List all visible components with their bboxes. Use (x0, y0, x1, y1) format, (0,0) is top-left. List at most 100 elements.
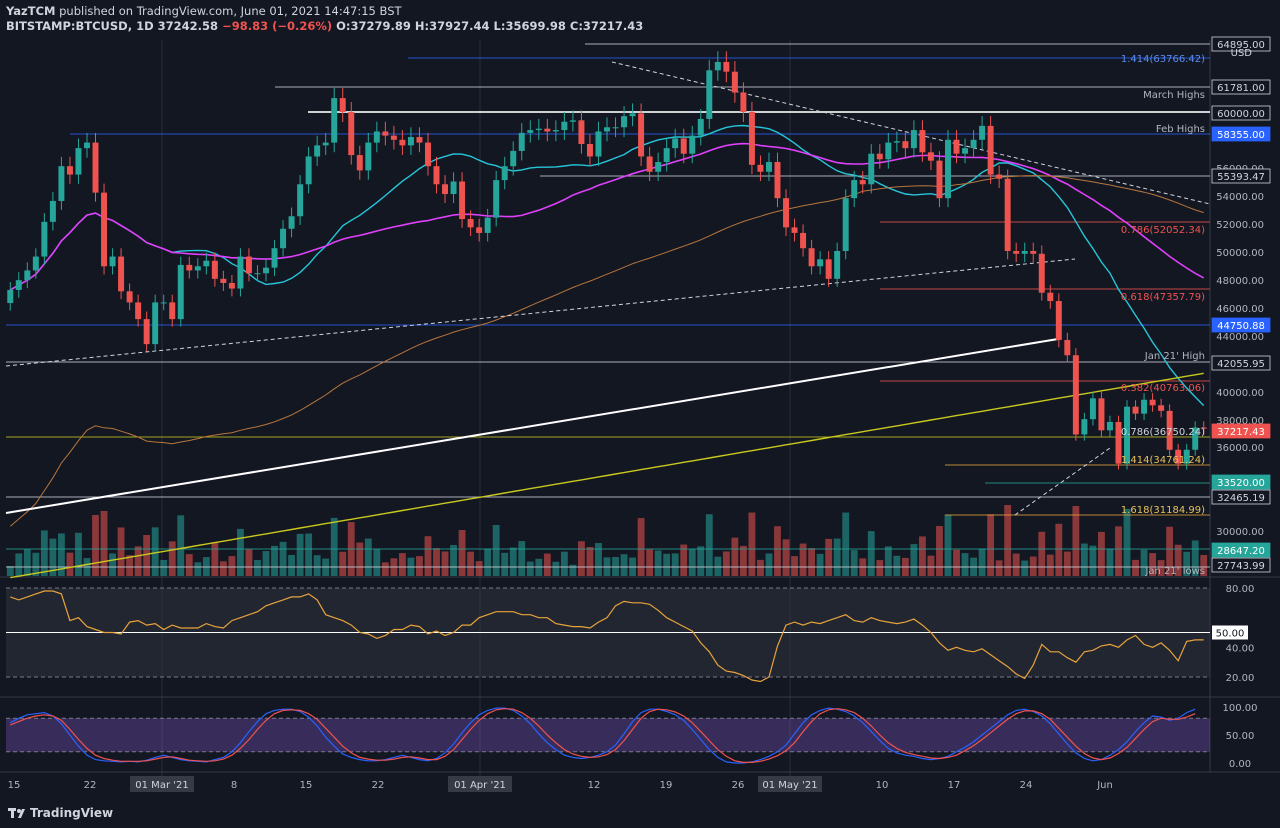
candle-body[interactable] (390, 135, 397, 140)
candle-body[interactable] (459, 181, 466, 220)
candle-body[interactable] (578, 120, 585, 144)
candle-body[interactable] (638, 113, 645, 157)
candle-body[interactable] (621, 116, 628, 128)
candle-body[interactable] (868, 153, 875, 185)
candle-body[interactable] (731, 71, 738, 93)
time-tick-label[interactable]: 15 (8, 780, 21, 791)
candle-body[interactable] (842, 198, 849, 251)
price-label[interactable]: 32465.19 (1217, 493, 1265, 504)
candle-body[interactable] (424, 142, 431, 167)
candle-body[interactable] (297, 184, 304, 217)
candle-body[interactable] (228, 282, 235, 289)
candle-body[interactable] (1124, 406, 1130, 464)
candle-body[interactable] (1098, 398, 1105, 431)
candle-body[interactable] (808, 248, 815, 267)
candle-body[interactable] (927, 152, 934, 161)
candle-body[interactable] (800, 232, 807, 249)
candle-body[interactable] (697, 118, 704, 136)
candle-body[interactable] (783, 198, 790, 228)
candle-body[interactable] (919, 130, 926, 153)
candle-body[interactable] (680, 138, 687, 154)
time-tick-label[interactable]: 17 (948, 780, 961, 791)
candle-body[interactable] (7, 289, 14, 304)
candle-body[interactable] (1055, 301, 1062, 340)
candle-body[interactable] (288, 216, 295, 229)
candle-body[interactable] (118, 256, 125, 292)
candle-body[interactable] (663, 148, 670, 163)
candle-body[interactable] (586, 143, 593, 157)
candle-body[interactable] (1081, 419, 1088, 435)
candle-body[interactable] (220, 278, 227, 283)
candle-body[interactable] (1141, 399, 1148, 414)
time-tick-label[interactable]: 22 (84, 780, 97, 791)
price-label[interactable]: 42055.95 (1217, 359, 1265, 370)
candle-body[interactable] (945, 139, 951, 199)
candle-body[interactable] (237, 256, 244, 289)
candle-body[interactable] (1038, 253, 1045, 293)
time-tick-label[interactable]: Jun (1096, 780, 1113, 791)
candle-body[interactable] (1175, 449, 1182, 464)
candle-body[interactable] (510, 150, 517, 167)
price-label[interactable]: 55393.47 (1217, 172, 1265, 183)
candle-body[interactable] (109, 256, 116, 267)
candle-body[interactable] (211, 260, 218, 279)
candle-body[interactable] (15, 280, 22, 290)
candle-body[interactable] (714, 61, 721, 71)
candle-body[interactable] (902, 141, 909, 149)
candle-body[interactable] (365, 142, 372, 171)
candle-body[interactable] (1149, 399, 1156, 406)
candle-body[interactable] (433, 166, 440, 185)
candle-body[interactable] (834, 251, 841, 279)
candle-body[interactable] (552, 130, 559, 132)
candle-body[interactable] (1072, 355, 1079, 435)
price-label[interactable]: 33520.00 (1217, 478, 1265, 489)
candle-body[interactable] (382, 131, 389, 136)
candle-body[interactable] (331, 98, 338, 143)
candle-body[interactable] (32, 256, 39, 271)
candle-body[interactable] (774, 162, 781, 199)
candle-body[interactable] (305, 156, 312, 185)
time-tick-label[interactable]: 8 (231, 780, 237, 791)
candle-body[interactable] (561, 121, 568, 131)
candle-body[interactable] (629, 113, 636, 117)
candle-body[interactable] (1183, 449, 1190, 464)
candle-body[interactable] (186, 264, 193, 271)
candle-body[interactable] (595, 131, 602, 157)
candle-body[interactable] (1089, 398, 1096, 420)
candle-body[interactable] (535, 128, 542, 131)
candle-body[interactable] (476, 227, 483, 233)
candle-body[interactable] (152, 302, 159, 345)
price-label[interactable]: 37217.43 (1217, 427, 1265, 438)
candle-body[interactable] (1030, 251, 1037, 254)
candle-body[interactable] (356, 155, 363, 171)
candle-body[interactable] (740, 92, 747, 112)
candle-body[interactable] (1004, 178, 1011, 251)
candle-body[interactable] (672, 138, 679, 149)
candle-body[interactable] (996, 174, 1003, 179)
candle-body[interactable] (979, 125, 986, 140)
candle-body[interactable] (1158, 405, 1165, 411)
candle-body[interactable] (501, 166, 508, 181)
price-axis[interactable]: 30000.00 36000.00 38000.00 40000.00 44000.00… (1121, 36, 1271, 577)
candle-body[interactable] (66, 166, 73, 175)
time-tick-label[interactable]: 22 (372, 780, 385, 791)
candle-body[interactable] (322, 142, 329, 146)
candle-body[interactable] (910, 130, 917, 149)
time-tick-label[interactable]: 01 May '21 (762, 780, 817, 791)
time-tick-label[interactable]: 10 (876, 780, 889, 791)
symbol-label[interactable]: BITSTAMP:BTCUSD, 1D (6, 19, 154, 33)
publisher-name[interactable]: YazTCM (6, 4, 56, 18)
time-tick-label[interactable]: 24 (1020, 780, 1033, 791)
candle-body[interactable] (544, 128, 551, 132)
price-label[interactable]: 28647.20 (1217, 546, 1265, 557)
candle-body[interactable] (757, 164, 764, 172)
candle-body[interactable] (339, 98, 346, 112)
candle-body[interactable] (177, 264, 184, 320)
candle-body[interactable] (49, 200, 56, 222)
candle-body[interactable] (1064, 339, 1071, 356)
candle-body[interactable] (1013, 251, 1020, 254)
candle-body[interactable] (450, 181, 457, 195)
candle-body[interactable] (604, 127, 610, 132)
candle-body[interactable] (348, 112, 355, 156)
